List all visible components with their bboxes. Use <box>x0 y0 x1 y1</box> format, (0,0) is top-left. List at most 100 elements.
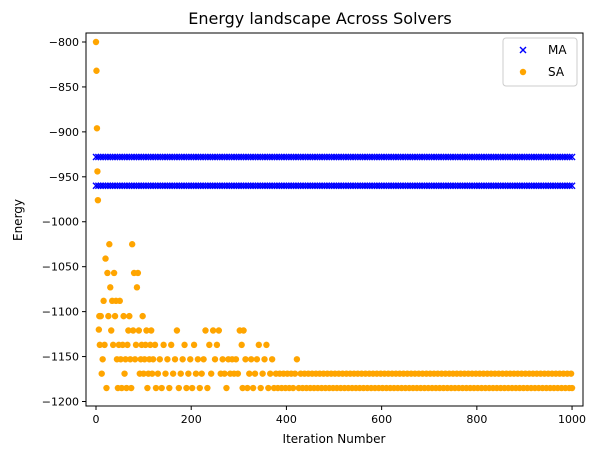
sa-point <box>147 341 154 349</box>
sa-point <box>100 297 107 305</box>
sa-point <box>154 370 162 377</box>
sa-point <box>185 370 192 377</box>
sa-point <box>104 269 111 277</box>
sa-point <box>116 297 123 305</box>
sa-point <box>94 196 102 204</box>
sa-point <box>202 327 209 334</box>
sa-point <box>198 370 205 377</box>
y-tick-label: −950 <box>49 171 79 184</box>
sa-point <box>127 356 134 363</box>
sa-point <box>188 384 196 392</box>
sa-point <box>244 384 251 392</box>
sa-point <box>251 370 259 377</box>
sa-point <box>149 356 157 363</box>
sa-point <box>139 312 146 320</box>
sa-point <box>259 370 266 377</box>
x-axis: 0 200 400 600 800 1000 <box>92 406 586 426</box>
sa-point <box>105 312 112 320</box>
sa-point <box>263 341 270 349</box>
sa-point <box>268 356 276 363</box>
sa-point <box>168 341 175 349</box>
ma-point <box>568 153 576 161</box>
y-axis: −800 −850 −900 −950 −1000 −1050 −1100 −1150 −120… <box>42 36 86 409</box>
ma-point <box>566 182 574 190</box>
sa-point <box>206 341 213 349</box>
sa-point <box>144 384 151 392</box>
sa-point <box>160 341 167 349</box>
y-tick-label: −1050 <box>42 261 79 274</box>
x-tick-label: 400 <box>276 413 297 426</box>
sa-point <box>156 356 163 363</box>
sa-point <box>95 326 103 333</box>
sa-point <box>223 384 230 392</box>
sa-point <box>111 312 119 320</box>
sa-point <box>99 356 106 363</box>
sa-point <box>242 356 249 363</box>
sa-point <box>128 241 136 248</box>
y-tick-label: −850 <box>49 81 79 94</box>
sa-point <box>151 341 159 349</box>
x-tick-label: 600 <box>371 413 392 426</box>
sa-point <box>171 356 179 363</box>
sa-point <box>183 384 190 392</box>
y-tick-label: −1150 <box>42 351 79 364</box>
sa-point <box>247 356 255 363</box>
sa-point <box>132 341 140 349</box>
y-tick-label: −1000 <box>42 216 79 229</box>
ma-point <box>568 182 576 190</box>
sa-point <box>108 327 115 334</box>
x-tick-label: 200 <box>181 413 202 426</box>
sa-point <box>255 341 263 349</box>
sa-point <box>125 327 132 334</box>
sa-point <box>126 312 133 320</box>
sa-point <box>234 370 242 377</box>
legend-ma-label: MA <box>548 43 567 57</box>
sa-point <box>103 384 110 392</box>
sa-point <box>204 384 211 392</box>
ma-point <box>566 153 574 161</box>
sa-point <box>200 356 207 363</box>
sa-point <box>106 241 113 248</box>
sa-point <box>152 384 160 392</box>
sa-point <box>568 384 576 392</box>
legend: MA SA <box>502 37 578 87</box>
sa-point <box>118 384 125 392</box>
sa-point <box>107 284 114 291</box>
sa-point <box>109 341 117 349</box>
sa-point <box>249 384 257 392</box>
sa-point <box>240 327 247 334</box>
sa-point <box>194 356 202 363</box>
sa-point <box>187 356 194 363</box>
sa-point <box>289 384 297 392</box>
y-axis-label: Energy <box>11 199 25 241</box>
sa-point <box>567 370 575 377</box>
sa-point <box>92 38 100 46</box>
y-tick-label: −1200 <box>42 396 79 409</box>
sa-point <box>133 284 141 291</box>
sa-point <box>192 370 200 377</box>
sa-point <box>141 356 148 363</box>
sa-point <box>179 356 186 363</box>
sa-point <box>181 341 188 349</box>
x-tick-label: 0 <box>92 413 99 426</box>
legend-ma-marker <box>519 46 527 54</box>
sa-point <box>121 370 128 377</box>
sa-point <box>94 168 101 175</box>
x-axis-label: Iteration Number <box>283 432 386 446</box>
sa-point <box>120 312 127 320</box>
sa-point <box>261 356 268 363</box>
sa-point <box>129 327 137 334</box>
sa-point <box>175 384 183 392</box>
sa-point <box>131 356 139 363</box>
sa-point <box>253 356 261 363</box>
sa-point <box>211 356 219 363</box>
chart-title: Energy landscape Across Solvers <box>188 9 452 28</box>
sa-point <box>101 341 108 349</box>
sa-point <box>177 370 184 377</box>
sa-point <box>215 327 223 334</box>
sa-point <box>128 384 135 392</box>
legend-sa-label: SA <box>548 65 565 79</box>
sa-point <box>97 312 104 320</box>
sa-point <box>134 269 142 277</box>
sa-point <box>209 327 217 334</box>
